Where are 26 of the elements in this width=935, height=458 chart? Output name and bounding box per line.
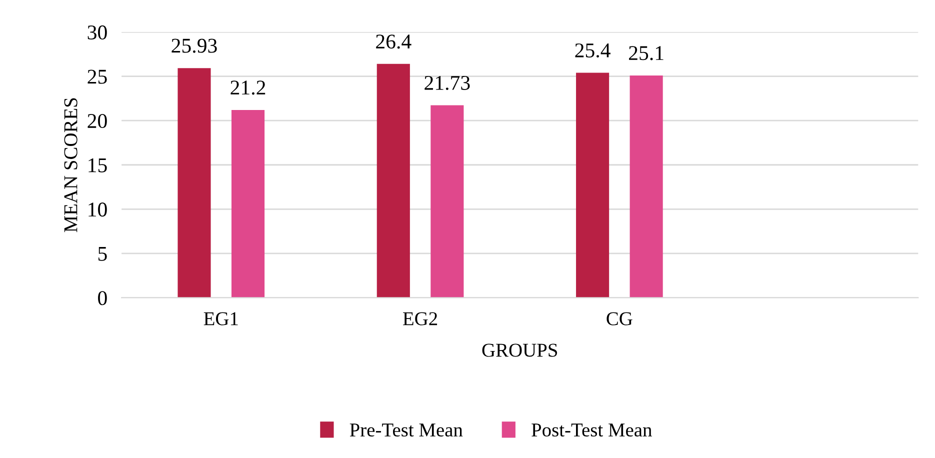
data-label: 26.4 [376,34,412,49]
x-tick-label: EG1 [204,312,238,326]
y-tick-label: 5 [98,247,107,261]
y-tick-label: 10 [88,202,107,217]
legend-label: Pre-Test Mean [350,424,463,437]
x-tick-label: CG [606,312,632,326]
x-axis-title: GROUPS [482,344,558,357]
bar [576,72,610,298]
legend-label: Post-Test Mean [532,424,652,437]
data-label: 25.93 [172,38,217,53]
data-label: 25.4 [575,43,610,58]
y-tick-label: 20 [88,114,107,128]
data-label: 25.1 [629,46,664,60]
x-tick-label: EG2 [403,312,438,326]
bar [630,75,663,298]
y-tick-label: 0 [98,291,107,306]
bar [430,105,464,298]
y-tick-label: 30 [88,25,107,40]
data-label: 21.2 [230,80,266,95]
bar [231,110,265,298]
y-axis-title: MEAN SCORES [64,98,78,232]
bar [376,64,410,298]
bar [178,68,211,298]
y-tick-label: 25 [88,70,107,84]
y-tick-label: 15 [88,158,107,172]
data-label: 21.73 [424,76,470,90]
